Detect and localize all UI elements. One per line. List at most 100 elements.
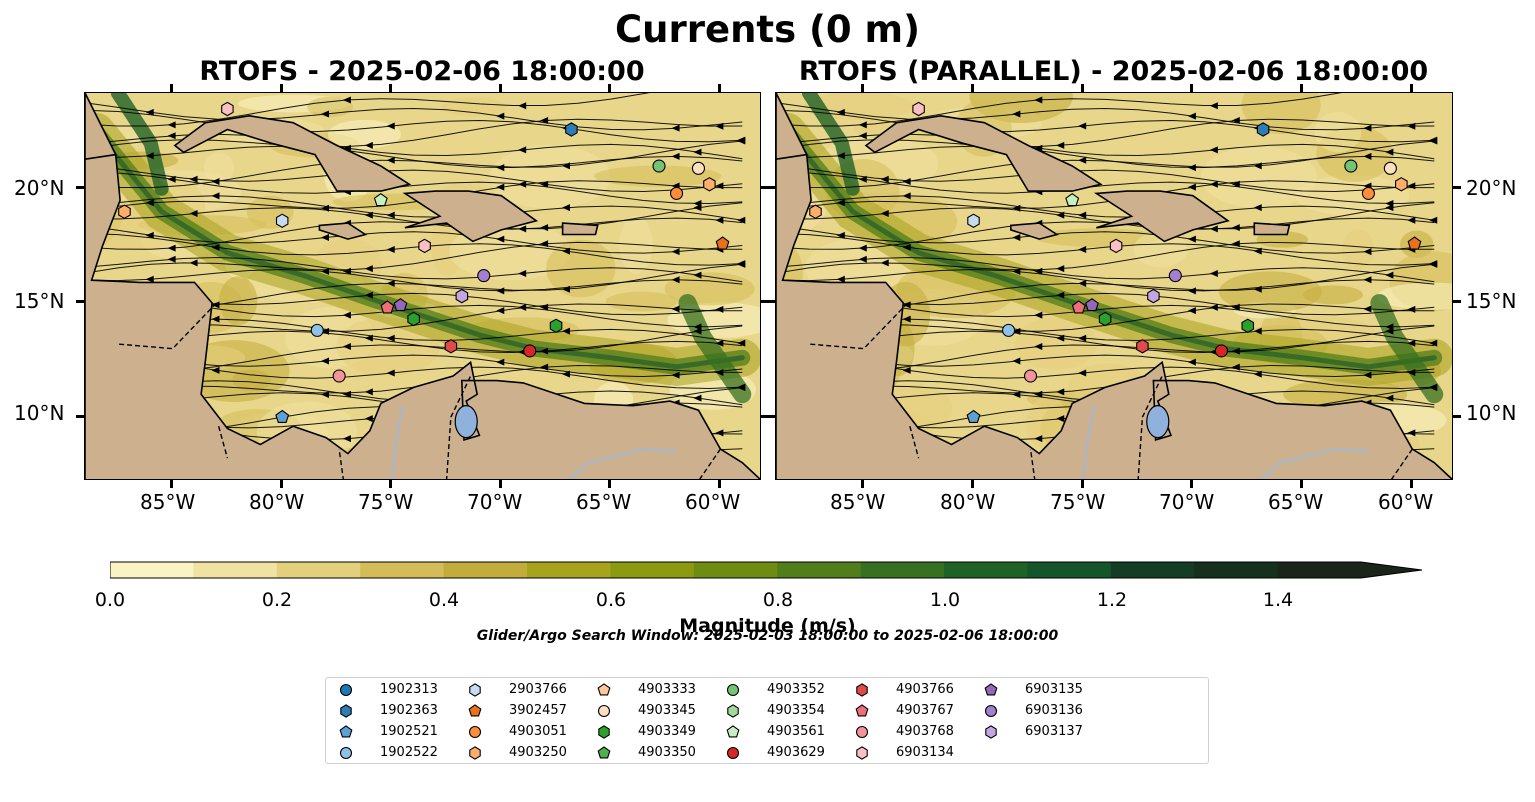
float-marker-3902457[interactable] (715, 236, 730, 250)
x-tick-label: 80°W (940, 490, 996, 514)
legend-marker[interactable] (984, 704, 998, 718)
float-marker-4903629[interactable] (523, 344, 537, 358)
legend-label: 6903135 (1025, 682, 1083, 697)
float-marker-6903137[interactable] (1147, 288, 1160, 304)
legend-marker-circle-icon (855, 725, 869, 739)
colorbar-segment (1027, 562, 1112, 578)
lake-maracaibo (454, 405, 478, 439)
legend-marker[interactable] (855, 725, 869, 739)
float-marker-1902363[interactable] (565, 122, 578, 137)
colorbar-segment (276, 562, 361, 578)
x-tick-mark (279, 480, 283, 488)
float-marker-4903349[interactable] (407, 311, 420, 327)
legend-marker[interactable] (856, 683, 868, 697)
float-marker-6903135[interactable] (393, 298, 408, 312)
float-marker-2903766[interactable] (275, 213, 289, 229)
y-tick-mark (76, 300, 84, 304)
float-marker-4903767[interactable] (1071, 300, 1086, 314)
float-marker-4903345[interactable] (1383, 161, 1397, 175)
legend-marker[interactable] (469, 746, 481, 760)
float-marker-6903135[interactable] (1085, 298, 1099, 312)
legend-marker[interactable] (984, 683, 998, 696)
float-marker-4903250[interactable] (703, 177, 716, 192)
float-marker-4903629[interactable] (1214, 344, 1228, 358)
lake-maracaibo (1146, 405, 1170, 439)
colorbar-segment (777, 562, 862, 578)
float-marker-4903352[interactable] (1344, 159, 1358, 173)
float-marker-6903137[interactable] (455, 288, 469, 304)
legend-marker-circle-icon (339, 746, 353, 760)
float-marker-2903766[interactable] (967, 213, 980, 229)
float-marker-4903250[interactable] (809, 204, 822, 219)
float-marker-4903352[interactable] (652, 159, 666, 173)
float-marker-4903768[interactable] (332, 369, 346, 383)
legend-marker[interactable] (856, 746, 868, 760)
legend-marker[interactable] (597, 746, 611, 759)
float-marker-6903134[interactable] (418, 238, 431, 254)
figure-title: Currents (0 m) (614, 8, 920, 51)
float-marker-1902521[interactable] (966, 409, 981, 423)
legend-label: 1902313 (380, 682, 438, 697)
left-map-panel[interactable] (84, 92, 761, 480)
legend-marker-pentagon-icon (726, 725, 740, 738)
float-marker-6903134[interactable] (221, 101, 234, 117)
y-tick-label: 20°N (14, 176, 65, 200)
float-marker-4903250[interactable] (118, 204, 131, 219)
y-tick-mark (76, 186, 84, 190)
legend-marker[interactable] (985, 725, 997, 739)
legend-marker[interactable] (727, 704, 739, 718)
float-marker-1902522[interactable] (310, 323, 324, 337)
float-marker-1902521[interactable] (275, 409, 290, 423)
legend-marker[interactable] (339, 746, 353, 760)
float-marker-6903134[interactable] (1109, 238, 1123, 254)
float-marker-6903136[interactable] (1168, 269, 1182, 283)
colorbar-segment (1110, 562, 1195, 578)
float-marker-4903250[interactable] (1395, 177, 1408, 192)
float-marker-1902363[interactable] (1256, 122, 1270, 137)
legend-marker[interactable] (339, 725, 353, 738)
right-panel-title: RTOFS (PARALLEL) - 2025-02-06 18:00:00 (798, 56, 1429, 87)
legend-marker[interactable] (855, 704, 869, 717)
float-marker-6903134[interactable] (912, 101, 925, 117)
float-marker-4903766[interactable] (1136, 339, 1149, 354)
float-marker-6903136[interactable] (477, 269, 491, 283)
float-marker-3902457[interactable] (1407, 236, 1422, 250)
float-marker-4903767[interactable] (380, 300, 395, 314)
float-marker-4903768[interactable] (1023, 369, 1038, 383)
rivers-and-borders (117, 302, 721, 479)
legend-marker[interactable] (597, 683, 611, 696)
legend-label: 1902522 (380, 745, 438, 760)
float-marker-4903766[interactable] (444, 339, 458, 354)
colorbar-tick-label: 0.8 (762, 589, 794, 611)
float-marker-4903051[interactable] (670, 186, 684, 200)
legend-marker[interactable] (468, 704, 482, 717)
legend-marker[interactable] (598, 725, 610, 739)
float-marker-4903561[interactable] (1065, 193, 1080, 207)
legend-marker[interactable] (469, 683, 481, 697)
legend-marker[interactable] (726, 746, 740, 760)
x-tick-mark (608, 84, 612, 92)
legend-marker[interactable] (597, 704, 611, 718)
rivers-and-borders (808, 302, 1413, 479)
float-marker-4903349[interactable] (1241, 318, 1255, 334)
float-marker-1902522[interactable] (1002, 323, 1016, 337)
float-marker-4903051[interactable] (1361, 186, 1375, 200)
legend-label: 4903629 (767, 745, 825, 760)
legend-marker[interactable] (468, 725, 482, 739)
right-map-panel[interactable] (775, 92, 1453, 480)
x-tick-mark (861, 480, 865, 488)
legend-marker-hexagon-icon (469, 683, 481, 697)
x-tick-mark (717, 480, 721, 488)
float-marker-4903561[interactable] (373, 193, 388, 207)
legend-marker-hexagon-icon (856, 746, 868, 760)
x-tick-label: 75°W (1050, 490, 1106, 514)
legend-marker[interactable] (340, 704, 352, 718)
float-marker-4903349[interactable] (1098, 311, 1112, 327)
float-marker-4903345[interactable] (691, 161, 706, 175)
float-marker-4903349[interactable] (549, 318, 563, 334)
legend-marker[interactable] (726, 683, 740, 697)
x-tick-mark (970, 84, 974, 92)
legend-marker[interactable] (726, 725, 740, 738)
x-tick-mark (279, 84, 283, 92)
legend-marker[interactable] (339, 683, 353, 697)
